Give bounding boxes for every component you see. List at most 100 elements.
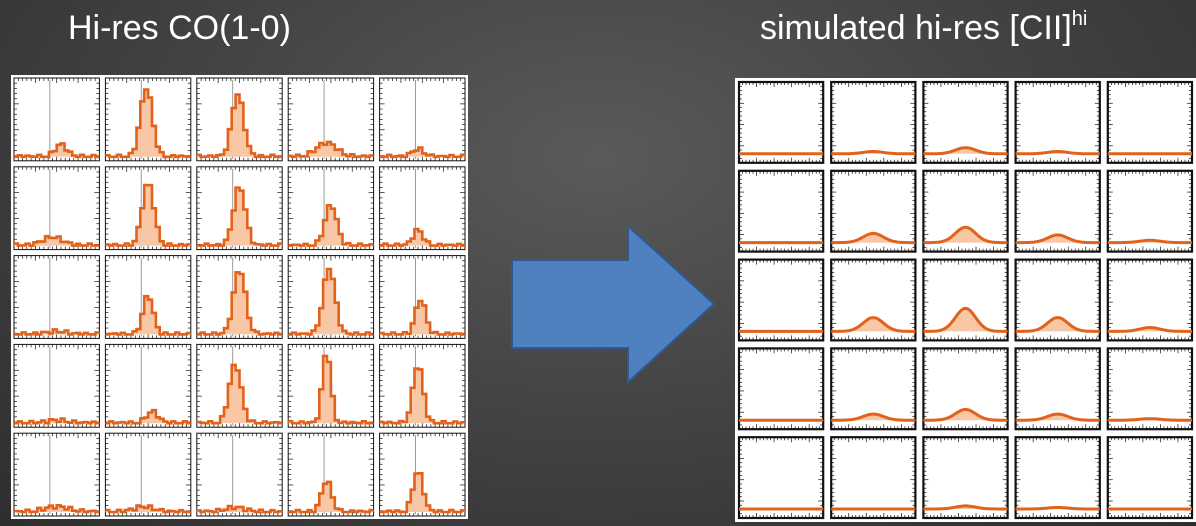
spectrum-cell [287, 166, 375, 251]
right-arrow-icon [511, 224, 716, 384]
cell-frame [737, 347, 825, 431]
spectrum-cell [379, 255, 466, 339]
spectrum-cell [287, 77, 375, 162]
spectrum-line [1107, 326, 1192, 333]
spectrum-fill [196, 364, 283, 424]
spectrum-line [105, 504, 191, 514]
spectrum-line [288, 140, 374, 159]
cell-frame [13, 432, 100, 517]
cell-frame [1106, 347, 1194, 431]
spectrum-fill [1107, 327, 1192, 332]
spectrum-cell [830, 169, 917, 253]
spectrum-fill [379, 368, 465, 424]
right-panel-title-superscript: hi [1071, 8, 1088, 30]
spectrum-line [831, 150, 916, 156]
cell-frame [737, 169, 825, 253]
spectrum-cell [104, 166, 192, 251]
spectrum-cell [13, 77, 100, 162]
cell-frame [196, 432, 283, 517]
spectrum-fill [923, 227, 1008, 243]
spectrum-cell [196, 77, 283, 162]
spectrum-cell [830, 80, 917, 164]
spectrum-line [105, 294, 191, 336]
spectrum-line [14, 417, 100, 425]
spectrum-line [14, 328, 100, 336]
spectrum-fill [1015, 414, 1100, 421]
spectrum-cell [737, 436, 825, 520]
spectrum-cell [1014, 169, 1101, 253]
spectrum-fill [379, 301, 465, 335]
spectrum-cell [287, 432, 375, 517]
cell-frame [1014, 436, 1101, 520]
spectrum-fill [831, 317, 916, 332]
spectrum-cell [104, 255, 192, 339]
co-spectra-svg [13, 77, 466, 517]
spectrum-line [196, 271, 283, 336]
spectrum-line [923, 408, 1008, 422]
spectrum-line [105, 408, 191, 425]
spectrum-line [831, 231, 916, 245]
spectrum-line [379, 227, 465, 247]
co-spectra-grid [11, 75, 468, 519]
spectrum-line [1015, 506, 1100, 511]
spectrum-cell [922, 436, 1009, 520]
cell-frame [830, 436, 917, 520]
spectrum-line [923, 225, 1008, 245]
left-panel-title-text: Hi-res CO(1-0) [68, 9, 291, 47]
spectrum-line [1015, 412, 1100, 422]
spectrum-cell [1106, 258, 1194, 342]
cell-frame [922, 258, 1009, 342]
spectrum-cell [737, 258, 825, 342]
spectrum-fill [1015, 317, 1100, 332]
spectrum-line [379, 146, 465, 159]
spectrum-cell [104, 343, 192, 428]
spectrum-cell [922, 258, 1009, 342]
spectrum-cell [196, 166, 283, 251]
spectrum-cell [737, 80, 825, 164]
left-panel-title: Hi-res CO(1-0) [68, 6, 291, 50]
arrow-shape [511, 224, 716, 384]
right-panel-title: simulated hi-res [CII]hi [760, 6, 1087, 50]
spectrum-fill [196, 272, 283, 335]
spectrum-fill [831, 233, 916, 243]
cell-frame [737, 80, 825, 164]
spectrum-line [288, 480, 374, 514]
spectrum-cell [287, 343, 375, 428]
spectrum-cell [13, 432, 100, 517]
spectrum-line [196, 93, 283, 159]
spectrum-cell [196, 432, 283, 517]
spectrum-line [379, 299, 465, 336]
spectrum-fill [105, 89, 191, 157]
spectrum-fill [831, 414, 916, 421]
spectrum-cell [379, 343, 466, 428]
spectrum-line [288, 267, 374, 336]
spectrum-line [1015, 233, 1100, 245]
spectrum-cell [1014, 80, 1101, 164]
cell-frame [737, 436, 825, 520]
spectrum-line [1107, 417, 1192, 422]
spectrum-cell [196, 343, 283, 428]
spectrum-line [196, 504, 283, 514]
spectrum-line [379, 367, 465, 425]
spectrum-line [831, 412, 916, 422]
spectrum-line [1015, 316, 1100, 333]
spectrum-cell [379, 432, 466, 517]
spectrum-cell [379, 166, 466, 251]
spectrum-cell [1106, 347, 1194, 431]
spectrum-cell [737, 347, 825, 431]
spectrum-fill [288, 481, 374, 512]
spectrum-fill [923, 147, 1008, 154]
spectrum-line [1015, 150, 1100, 156]
spectrum-cell [1014, 347, 1101, 431]
spectrum-cell [830, 347, 917, 431]
spectrum-fill [1015, 234, 1100, 243]
spectrum-cell [104, 77, 192, 162]
spectrum-fill [105, 185, 191, 246]
spectrum-line [831, 316, 916, 333]
spectrum-line [105, 88, 191, 159]
spectrum-cell [196, 255, 283, 339]
spectrum-line [105, 183, 191, 247]
spectrum-fill [105, 296, 191, 335]
spectrum-fill [196, 187, 283, 246]
cell-frame [1106, 436, 1194, 520]
